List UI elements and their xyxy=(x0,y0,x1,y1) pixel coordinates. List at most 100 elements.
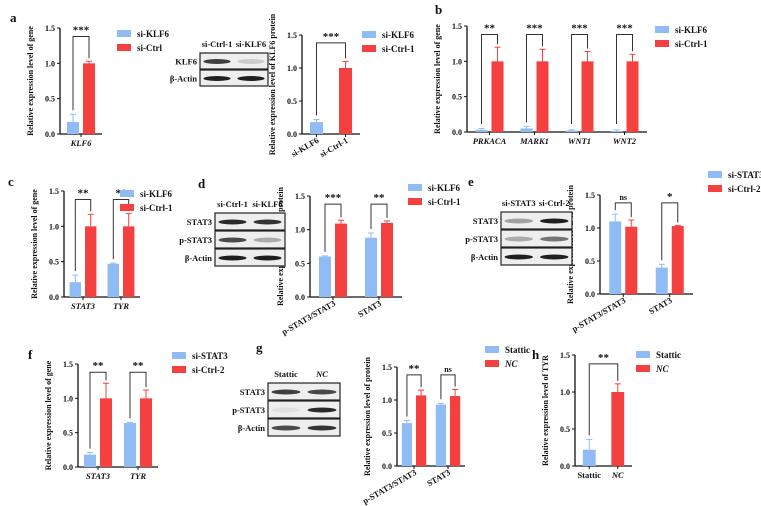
y-tick-label: 1.0 xyxy=(287,64,297,73)
blot-strip xyxy=(267,382,341,401)
y-tick-label: 1.0 xyxy=(295,226,305,235)
y-tick-label: 1.5 xyxy=(452,22,462,31)
blot-strip xyxy=(500,229,573,248)
significance-bracket xyxy=(324,203,342,252)
legend-label: si-STAT3 xyxy=(192,351,228,361)
y-axis-label: Relative expression level of protein xyxy=(363,357,372,476)
bar-si-stat3 xyxy=(84,454,96,467)
panel-letter-h: h xyxy=(532,347,540,362)
legend-swatch xyxy=(120,190,134,197)
legend-swatch xyxy=(362,31,376,38)
legend-swatch xyxy=(408,184,422,191)
y-tick-label: 0.5 xyxy=(45,95,55,104)
panel-letter-d: d xyxy=(198,176,206,191)
blot-lane-label: si-KLF6 xyxy=(252,199,282,209)
blot-strip xyxy=(500,247,573,266)
blot-strip xyxy=(199,52,269,70)
bar-si-ctrl-2 xyxy=(140,398,152,467)
legend-swatch xyxy=(362,45,376,52)
blot-band xyxy=(271,425,301,431)
significance-bracket xyxy=(406,374,422,417)
panel-letter-b: b xyxy=(435,2,442,17)
blot-row-label: p-STAT3 xyxy=(232,405,265,415)
bar-si-klf6 xyxy=(67,121,79,134)
legend-label: si-KLF6 xyxy=(382,30,415,40)
blot-lane-label: si-STAT3 xyxy=(502,198,536,208)
blot-band xyxy=(271,407,301,413)
bar-nc xyxy=(416,395,427,466)
blot-lane-label: si-KLF6 xyxy=(236,39,266,49)
blot-band xyxy=(203,76,231,81)
significance-bracket xyxy=(571,33,588,124)
bar-si-ctrl xyxy=(83,63,95,135)
legend-label: si-KLF6 xyxy=(675,25,708,35)
y-tick-label: 1.0 xyxy=(560,388,570,397)
significance-bracket xyxy=(481,33,498,124)
y-tick-label: 1.5 xyxy=(287,31,297,40)
y-axis-label: Relative expression level of gene xyxy=(26,26,35,136)
bar-si-stat3 xyxy=(655,267,668,294)
y-tick-label: 1.5 xyxy=(63,360,73,369)
y-axis-label: Relative expression level of TYR xyxy=(541,355,550,466)
blot-row-label: β-Actin xyxy=(471,252,498,262)
bar-si-ctrl-1 xyxy=(335,223,347,297)
bar-si-klf6 xyxy=(107,263,119,297)
bar-si-stat3 xyxy=(609,221,622,294)
significance-label: * xyxy=(667,191,673,203)
legend-swatch xyxy=(172,366,186,373)
y-tick-label: 1.5 xyxy=(49,187,59,196)
significance-label: *** xyxy=(73,24,90,36)
bar-si-klf6 xyxy=(520,128,533,132)
x-tick-label: STAT3 xyxy=(71,301,96,311)
bar-si-klf6 xyxy=(319,256,331,297)
legend-label: si-Ctrl xyxy=(137,43,162,53)
significance-bracket xyxy=(72,35,90,111)
blot-row-label: KLF6 xyxy=(175,57,197,67)
x-tick-label: WNT1 xyxy=(568,136,591,146)
blot-band xyxy=(203,59,231,64)
x-tick-label: p-STAT3/STAT3 xyxy=(570,295,627,334)
panel-letter-c: c xyxy=(8,174,14,189)
significance-bracket xyxy=(588,363,619,436)
significance-label: ** xyxy=(93,360,105,372)
x-tick-label: TYR xyxy=(113,301,129,311)
blot-row-label: STAT3 xyxy=(187,217,212,227)
blot-band xyxy=(540,218,569,224)
legend-label: si-Ctrl-1 xyxy=(140,203,173,213)
blot-band xyxy=(218,255,247,261)
bar-si-klf6 xyxy=(565,130,578,132)
y-tick-label: 0.0 xyxy=(560,462,570,471)
y-tick-label: 1.0 xyxy=(585,224,595,233)
y-axis-label: Relative expression level of gene xyxy=(44,360,53,470)
y-tick-label: 1.5 xyxy=(585,191,595,200)
y-tick-label: 1.0 xyxy=(49,222,59,231)
x-tick-label: STAT3 xyxy=(86,471,111,481)
blot-lane-label: NC xyxy=(315,369,328,379)
blot-band xyxy=(218,237,247,243)
x-tick-label: STAT3 xyxy=(356,298,383,319)
significance-bracket xyxy=(440,374,456,400)
panel-letter-f: f xyxy=(28,347,33,362)
significance-label: ** xyxy=(78,187,90,199)
legend-label: si-Ctrl-2 xyxy=(728,184,761,194)
bar-si-klf6 xyxy=(610,131,623,132)
y-tick-label: 0.0 xyxy=(382,462,392,471)
bar-si-ctrl-1 xyxy=(626,61,639,133)
blot-band xyxy=(253,219,282,225)
y-tick-label: 1.0 xyxy=(382,396,392,405)
legend-label: Stattic xyxy=(656,350,681,360)
legend-label: si-KLF6 xyxy=(137,29,170,39)
x-tick-label: p-STAT3/STAT3 xyxy=(280,298,337,337)
y-tick-label: 0.0 xyxy=(49,293,59,302)
legend-swatch xyxy=(655,40,669,47)
legend-label: si-Ctrl-1 xyxy=(675,39,708,49)
blot-row-label: p-STAT3 xyxy=(465,234,498,244)
bar-si-ctrl-1 xyxy=(338,68,353,134)
bar-si-klf6 xyxy=(475,129,488,132)
blot-lane-label: si-Ctrl-1 xyxy=(202,39,233,49)
legend-label: si-Ctrl-1 xyxy=(428,197,461,207)
bar-stattic xyxy=(401,423,412,466)
blot-lane-label: Stattic xyxy=(274,369,298,379)
bar-si-ctrl-1 xyxy=(536,61,549,133)
